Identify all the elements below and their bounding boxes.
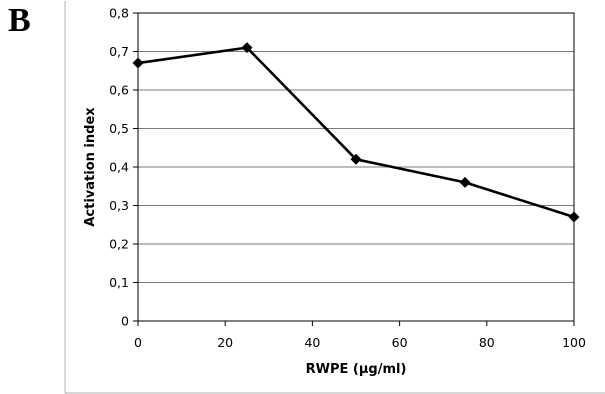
x-axis-title: RWPE (µg/ml) xyxy=(306,362,407,377)
y-tick-label: 0,6 xyxy=(109,83,129,98)
x-tick-label: 40 xyxy=(304,335,320,350)
data-point-marker xyxy=(132,57,144,69)
y-axis-title: Activation index xyxy=(83,107,98,227)
data-point-marker xyxy=(568,211,580,223)
x-tick-label: 80 xyxy=(479,335,495,350)
data-point-marker xyxy=(241,42,253,54)
y-tick-label: 0,8 xyxy=(109,6,129,21)
y-tick-label: 0 xyxy=(121,314,129,329)
x-axis-ticks: 0 20 40 60 80 100 xyxy=(134,321,586,350)
panel-label: B xyxy=(8,2,31,39)
y-tick-label: 0,4 xyxy=(109,160,129,175)
series-group xyxy=(132,42,580,223)
x-tick-label: 100 xyxy=(562,335,586,350)
data-point-marker xyxy=(350,153,362,165)
x-tick-label: 20 xyxy=(217,335,233,350)
y-tick-label: 0,1 xyxy=(109,275,129,290)
y-tick-label: 0,5 xyxy=(109,121,129,136)
y-tick-label: 0,3 xyxy=(109,198,129,213)
y-axis-ticks: 0 0,1 0,2 0,3 0,4 0,5 0,6 0,7 0,8 xyxy=(109,6,138,329)
gridlines xyxy=(138,51,574,283)
x-tick-label: 60 xyxy=(392,335,408,350)
y-tick-label: 0,2 xyxy=(109,237,129,252)
y-tick-label: 0,7 xyxy=(109,44,129,59)
data-point-marker xyxy=(459,176,471,188)
series-line xyxy=(137,46,575,219)
x-tick-label: 0 xyxy=(134,335,142,350)
